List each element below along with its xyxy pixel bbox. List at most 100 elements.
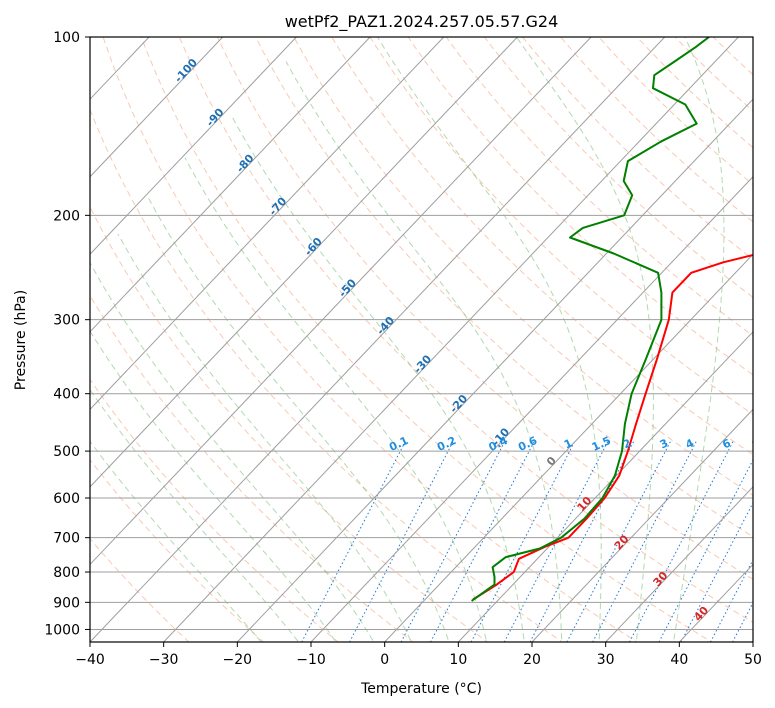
dry-adiabat-line xyxy=(178,37,753,623)
dry-adiabat-line xyxy=(407,37,753,376)
dewpoint-profile-line xyxy=(471,37,710,602)
mixing-ratio-label: 8 xyxy=(750,436,762,451)
mixing-ratio-line xyxy=(658,458,753,642)
mixing-ratio-label: 6 xyxy=(720,436,733,451)
isotherm-line xyxy=(678,563,753,642)
y-tick-label: 700 xyxy=(53,531,80,547)
dry-adiabat-line xyxy=(90,378,340,642)
isotherm-label: -20 xyxy=(447,392,470,416)
isotherm-label: -90 xyxy=(204,106,227,130)
isotherm-line xyxy=(752,641,753,642)
mixing-ratio-line xyxy=(529,440,635,642)
moist-adiabat-line xyxy=(515,37,654,642)
chart-title: wetPf2_PAZ1.2024.257.05.57.G24 xyxy=(285,12,559,32)
moist-adiabat-line xyxy=(117,233,412,642)
x-tick-label: 20 xyxy=(523,652,541,668)
mixing-ratio-line xyxy=(301,440,407,642)
y-tick-label: 300 xyxy=(53,313,80,329)
isotherm-label: -70 xyxy=(266,194,289,218)
y-axis-ticks: 100 200 300 400 500 600 700 800 900 1000 xyxy=(44,30,90,638)
isotherm-label: -30 xyxy=(411,352,434,376)
x-tick-label: 30 xyxy=(597,652,615,668)
x-tick-label: 0 xyxy=(380,652,389,668)
dry-adiabat-line xyxy=(598,37,753,186)
isotherm-line xyxy=(90,37,297,256)
mixing-ratio-label: 10 xyxy=(768,435,775,453)
moist-adiabat-line xyxy=(90,262,375,642)
x-tick-label: −40 xyxy=(75,652,105,668)
isotherm-label: -60 xyxy=(302,235,325,259)
dry-adiabat-line xyxy=(90,205,489,642)
dry-adiabat-line xyxy=(90,459,265,642)
isotherm-line xyxy=(531,408,753,642)
moist-adiabat-line xyxy=(90,440,262,642)
dry-adiabat-line xyxy=(102,37,638,642)
mixing-ratio-line xyxy=(732,601,753,642)
temperature-profile-line xyxy=(472,253,753,601)
mixing-ratio-line xyxy=(710,558,753,642)
mixing-ratio-line xyxy=(400,440,506,642)
moist-adiabat-line xyxy=(184,157,488,642)
mixing-ratio-label: 3 xyxy=(658,436,670,451)
profile-series xyxy=(471,37,753,602)
y-tick-label: 1000 xyxy=(44,622,80,638)
isotherm-line xyxy=(90,37,518,488)
isotherm-label: 0 xyxy=(544,454,559,469)
dry-adiabat-line xyxy=(140,37,713,642)
isotherm-line xyxy=(90,37,224,178)
isotherm-line xyxy=(90,37,666,642)
x-tick-label: 10 xyxy=(449,652,467,668)
dry-adiabat-line xyxy=(445,37,753,337)
isotherm-label: -100 xyxy=(172,56,200,85)
dry-adiabat-line xyxy=(293,37,753,496)
isotherm-line xyxy=(90,37,445,411)
moist-adiabat-line xyxy=(90,330,337,642)
isotherm-line xyxy=(310,176,753,642)
mixing-ratio-line xyxy=(430,440,536,642)
mixing-ratio-line xyxy=(349,440,455,642)
moist-adiabat-line xyxy=(673,37,725,642)
mixing-ratio-line xyxy=(755,441,775,650)
mixing-ratio-lines xyxy=(301,440,775,650)
y-tick-label: 900 xyxy=(53,595,80,611)
isotherm-line xyxy=(384,253,753,642)
x-tick-label: −30 xyxy=(149,652,179,668)
mixing-ratio-line xyxy=(628,440,734,642)
moist-adiabats xyxy=(90,37,725,642)
plot-frame xyxy=(89,36,754,643)
moist-adiabat-line xyxy=(230,113,525,642)
moist-adiabat-line xyxy=(146,195,450,642)
dry-adiabats xyxy=(90,37,753,642)
mixing-ratio-line xyxy=(592,440,698,642)
dry-adiabat-line xyxy=(712,37,753,76)
moist-adiabat-line xyxy=(90,388,300,642)
isotherm-label: 40 xyxy=(691,604,711,624)
isotherm-line xyxy=(605,486,753,642)
isotherm-label: -80 xyxy=(234,152,257,176)
isotherm-label: -40 xyxy=(374,314,397,338)
mixing-ratio-line xyxy=(470,440,576,642)
y-tick-label: 400 xyxy=(53,387,80,403)
y-tick-label: 800 xyxy=(53,565,80,581)
y-tick-label: 600 xyxy=(53,491,80,507)
y-tick-label: 500 xyxy=(53,444,80,460)
mixing-ratio-line xyxy=(503,440,609,642)
isotherm-line xyxy=(0,37,75,642)
x-axis-ticks: −40 −30 −20 −10 0 10 20 30 40 50 xyxy=(75,642,762,668)
dry-adiabat-line xyxy=(90,537,190,642)
isotherm-line xyxy=(0,37,2,642)
mixing-ratio-line xyxy=(566,440,672,642)
x-tick-label: −10 xyxy=(296,652,326,668)
x-tick-label: −20 xyxy=(223,652,253,668)
y-axis-title: Pressure (hPa) xyxy=(13,290,29,390)
mixing-ratio-line xyxy=(680,501,753,642)
y-tick-label: 100 xyxy=(53,30,80,46)
isotherm-line xyxy=(90,37,371,333)
dry-adiabat-line xyxy=(331,37,753,456)
dry-adiabat-line xyxy=(216,37,753,580)
isotherm-line xyxy=(163,37,739,642)
isotherm-line xyxy=(236,98,753,642)
x-tick-label: 40 xyxy=(670,652,688,668)
y-tick-label: 200 xyxy=(53,208,80,224)
